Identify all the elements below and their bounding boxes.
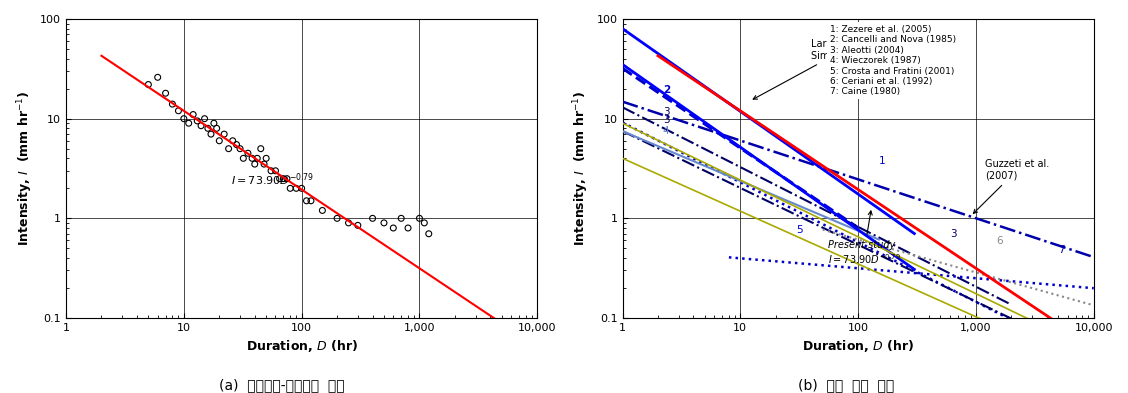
Point	[164, 101, 182, 107]
Point	[208, 125, 226, 132]
Text: 2: 2	[663, 85, 670, 95]
Point	[231, 145, 249, 152]
Point	[314, 207, 332, 213]
Point	[140, 81, 158, 88]
Text: 5: 5	[796, 224, 803, 235]
Point	[302, 198, 320, 204]
Point	[244, 155, 262, 162]
Text: 3: 3	[950, 229, 957, 239]
Point	[349, 222, 367, 228]
Point	[363, 215, 381, 222]
Point	[262, 168, 280, 174]
Point	[328, 215, 346, 222]
Text: Present study
$I = 73.90D^{-0.79}$: Present study $I = 73.90D^{-0.79}$	[828, 211, 900, 266]
Point	[271, 176, 289, 182]
Point	[274, 176, 292, 182]
Point	[202, 131, 220, 137]
Text: 3: 3	[663, 107, 670, 117]
Point	[277, 176, 296, 182]
Point	[385, 225, 403, 231]
Text: Larsen and
Simon (1993): Larsen and Simon (1993)	[754, 39, 876, 99]
Point	[420, 231, 438, 237]
Point	[399, 225, 417, 231]
Point	[188, 118, 206, 124]
Point	[205, 120, 223, 127]
Point	[210, 138, 228, 144]
Text: 3: 3	[663, 115, 670, 125]
Point	[248, 155, 266, 162]
Text: 1: 1	[879, 156, 885, 166]
Point	[235, 155, 253, 162]
Point	[239, 150, 257, 156]
Point	[246, 161, 264, 167]
X-axis label: Duration, $D$ (hr): Duration, $D$ (hr)	[246, 338, 358, 354]
Text: 1: Zezere et al. (2005)
2: Cancelli and Nova (1985)
3: Aleotti (2004)
4: Wieczor: 1: Zezere et al. (2005) 2: Cancelli and …	[830, 25, 957, 96]
Point	[223, 138, 241, 144]
Point	[255, 161, 273, 167]
Point	[411, 215, 429, 222]
Point	[393, 215, 411, 222]
Text: 7: 7	[1058, 245, 1065, 255]
Point	[415, 220, 433, 226]
Point	[298, 198, 316, 204]
Point	[220, 145, 238, 152]
Point	[149, 74, 167, 81]
Point	[257, 155, 275, 162]
Point	[179, 120, 197, 127]
Text: (a)  강우강도-강우기간  규준: (a) 강우강도-강우기간 규준	[219, 378, 345, 392]
Point	[374, 220, 393, 226]
Point	[175, 116, 193, 122]
Y-axis label: Intensity, $I$  (mm hr$^{-1}$): Intensity, $I$ (mm hr$^{-1}$)	[572, 91, 591, 246]
Y-axis label: Intensity, $I$  (mm hr$^{-1}$): Intensity, $I$ (mm hr$^{-1}$)	[15, 91, 35, 246]
Text: 4: 4	[663, 126, 670, 136]
Point	[266, 168, 284, 174]
Point	[228, 141, 246, 148]
Text: $I = 73.90D^{-0.79}$: $I = 73.90D^{-0.79}$	[231, 171, 314, 187]
Point	[215, 131, 233, 137]
Point	[157, 90, 175, 96]
Point	[169, 108, 187, 114]
Point	[192, 123, 210, 129]
Text: (b)  강우  규준  비교: (b) 강우 규준 비교	[797, 378, 895, 392]
Point	[195, 116, 213, 122]
Point	[288, 185, 306, 191]
Text: 6: 6	[997, 236, 1003, 246]
X-axis label: Duration, $D$ (hr): Duration, $D$ (hr)	[802, 338, 915, 354]
Text: Guzzeti et al.
(2007): Guzzeti et al. (2007)	[973, 159, 1049, 213]
Point	[199, 125, 217, 132]
Point	[292, 185, 310, 191]
Point	[252, 145, 270, 152]
Point	[184, 111, 202, 118]
Point	[340, 220, 358, 226]
Point	[281, 185, 299, 191]
